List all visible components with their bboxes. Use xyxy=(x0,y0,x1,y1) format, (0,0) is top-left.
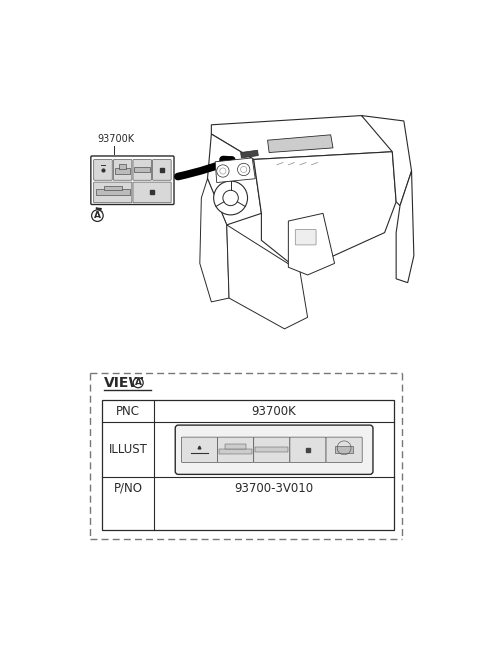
Circle shape xyxy=(214,181,248,215)
FancyBboxPatch shape xyxy=(94,182,132,203)
FancyBboxPatch shape xyxy=(133,182,171,203)
Circle shape xyxy=(220,168,226,174)
FancyBboxPatch shape xyxy=(102,400,394,530)
Bar xyxy=(119,164,126,169)
Polygon shape xyxy=(254,152,396,271)
FancyBboxPatch shape xyxy=(133,160,152,180)
Polygon shape xyxy=(361,115,411,206)
Circle shape xyxy=(133,378,143,388)
Circle shape xyxy=(223,190,238,206)
FancyBboxPatch shape xyxy=(113,160,132,180)
Polygon shape xyxy=(207,134,262,225)
Text: A: A xyxy=(94,211,101,220)
Polygon shape xyxy=(267,135,333,153)
Polygon shape xyxy=(227,225,308,329)
FancyBboxPatch shape xyxy=(91,156,174,204)
FancyBboxPatch shape xyxy=(217,437,254,462)
Circle shape xyxy=(240,166,247,172)
Circle shape xyxy=(238,163,250,176)
Bar xyxy=(219,449,252,455)
Bar xyxy=(336,446,353,453)
Polygon shape xyxy=(288,214,335,275)
Bar xyxy=(96,189,130,195)
FancyBboxPatch shape xyxy=(326,437,362,462)
Polygon shape xyxy=(211,115,400,159)
Text: PNC: PNC xyxy=(116,405,140,418)
FancyBboxPatch shape xyxy=(295,229,316,245)
FancyBboxPatch shape xyxy=(290,437,326,462)
Bar xyxy=(225,444,246,449)
Bar xyxy=(134,167,150,172)
Text: A: A xyxy=(135,378,142,387)
Bar xyxy=(104,185,122,191)
Polygon shape xyxy=(215,158,255,183)
FancyBboxPatch shape xyxy=(175,425,373,474)
Circle shape xyxy=(92,210,103,221)
Bar xyxy=(255,447,288,452)
Text: 93700K: 93700K xyxy=(97,134,134,144)
Text: P/NO: P/NO xyxy=(114,481,143,495)
Text: 93700K: 93700K xyxy=(252,405,297,418)
Text: ILLUST: ILLUST xyxy=(109,443,148,457)
FancyBboxPatch shape xyxy=(254,437,290,462)
Circle shape xyxy=(217,165,229,177)
Polygon shape xyxy=(396,171,414,283)
Text: 93700-3V010: 93700-3V010 xyxy=(235,481,313,495)
Bar xyxy=(115,168,131,174)
FancyBboxPatch shape xyxy=(153,160,171,180)
FancyBboxPatch shape xyxy=(94,160,112,180)
FancyBboxPatch shape xyxy=(181,437,217,462)
Polygon shape xyxy=(200,179,229,302)
Text: VIEW: VIEW xyxy=(104,375,145,390)
Polygon shape xyxy=(240,150,258,158)
